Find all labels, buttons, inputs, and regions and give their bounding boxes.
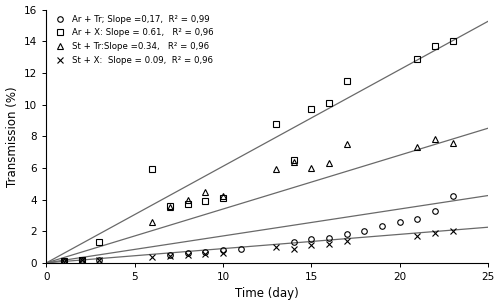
Legend: Ar + Tr; Slope =0,17,  R² = 0,99, Ar + X: Slope = 0.61,   R² = 0,96, St + Tr:Slo: Ar + Tr; Slope =0,17, R² = 0,99, Ar + X:…: [49, 12, 216, 68]
Y-axis label: Transmission (%): Transmission (%): [6, 86, 18, 187]
X-axis label: Time (day): Time (day): [235, 287, 299, 300]
